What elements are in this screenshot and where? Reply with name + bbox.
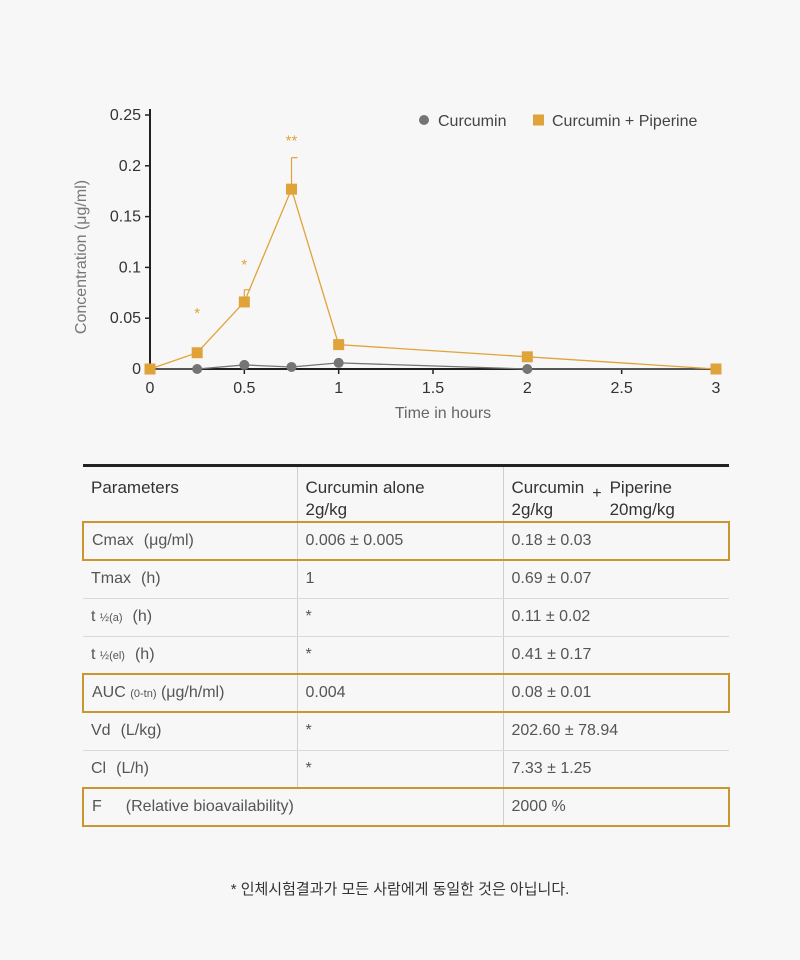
data-point-curcumin xyxy=(522,364,533,374)
table-row-tmax: Tmax (h) 1 0.69 ± 0.07 xyxy=(83,560,729,599)
significance-marker: * xyxy=(241,256,247,273)
y-tick-label: 0.25 xyxy=(110,107,141,124)
table-row-t-half-a: t ½(a) (h) * 0.11 ± 0.02 xyxy=(83,598,729,637)
data-point-curcumin xyxy=(333,357,344,368)
table-row-cl: Cl (L/h) * 7.33 ± 1.25 xyxy=(83,750,729,789)
x-tick-label: 2.5 xyxy=(611,380,633,397)
legend-label-curcumin: Curcumin xyxy=(438,113,506,130)
table-row-f: F (Relative bioavailability) 2000 % xyxy=(82,787,730,827)
x-axis-label: Time in hours xyxy=(395,405,491,422)
legend-marker-curcumin-piperine xyxy=(533,114,544,126)
data-point-curcumin xyxy=(239,359,250,370)
y-tick-label: 0.1 xyxy=(119,259,141,276)
header-curcumin-alone: Curcumin alone 2g/kg xyxy=(296,464,503,523)
x-tick-label: 0.5 xyxy=(233,380,255,397)
x-tick-label: 1.5 xyxy=(422,380,444,397)
y-tick-label: 0.2 xyxy=(119,158,141,175)
x-tick-label: 3 xyxy=(712,380,721,397)
data-point-curcumin xyxy=(286,361,297,372)
data-point-curcumin-piperine xyxy=(710,363,722,375)
y-tick-label: 0.05 xyxy=(110,310,141,327)
header-curcumin-piperine: Curcumin 2g/kg + Piperine 20mg/kg xyxy=(502,464,729,523)
x-tick-label: 1 xyxy=(334,380,343,397)
table-row-auc: AUC (0-tn) (μg/h/ml) 0.004 0.08 ± 0.01 xyxy=(82,673,730,713)
x-tick-label: 2 xyxy=(523,380,532,397)
data-point-curcumin-piperine xyxy=(521,351,533,363)
footnote: * 인체시험결과가 모든 사람에게 동일한 것은 아닙니다. xyxy=(230,881,570,898)
x-tick-label: 0 xyxy=(146,380,155,397)
y-axis-label: Concentration (μg/ml) xyxy=(73,180,90,334)
table-header-row: Parameters Curcumin alone 2g/kg Curcumin… xyxy=(83,464,729,523)
table-row-vd: Vd (L/kg) * 202.60 ± 78.94 xyxy=(83,712,729,751)
header-parameters: Parameters xyxy=(83,464,297,523)
series-line-curcumin-piperine xyxy=(149,187,717,370)
significance-marker: ** xyxy=(286,132,298,149)
data-point-curcumin-piperine xyxy=(286,183,297,195)
data-point-curcumin xyxy=(192,364,203,374)
y-tick-label: 0 xyxy=(132,361,141,378)
data-point-curcumin-piperine xyxy=(333,339,345,351)
data-point-curcumin-piperine xyxy=(144,363,156,375)
data-point-curcumin-piperine xyxy=(238,296,250,308)
data-point-curcumin-piperine xyxy=(191,347,203,359)
table-row-t-half-el: t ½(el) (h) * 0.41 ± 0.17 xyxy=(83,636,729,675)
table-row-cmax: Cmax (μg/ml) 0.006 ± 0.005 0.18 ± 0.03 xyxy=(82,521,730,561)
significance-marker: * xyxy=(194,305,200,322)
concentration-chart: 0 0.05 0.1 0.15 0.2 0.25 0 0.5 1 1.5 2 2.5 3 Time in … xyxy=(73,107,722,422)
legend-marker-curcumin xyxy=(419,115,429,125)
y-tick-label: 0.15 xyxy=(110,209,141,226)
parameters-table: Parameters Curcumin alone 2g/kg Curcumin… xyxy=(82,464,730,827)
legend-label-curcumin-piperine: Curcumin + Piperine xyxy=(552,113,698,130)
